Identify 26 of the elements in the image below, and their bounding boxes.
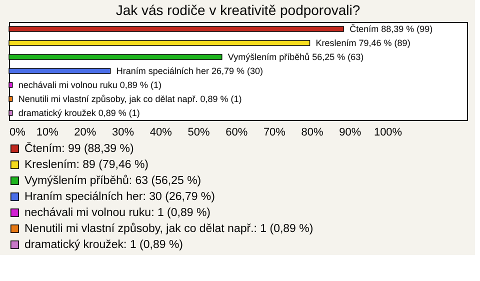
legend-label: Nenutili mi vlastní způsoby, jak co dělat např.: 1 (0,89 %) (24, 222, 314, 235)
legend-label: nechávali mi volnou ruku: 1 (0,89 %) (24, 206, 211, 219)
x-tick-label: 100% (374, 126, 402, 138)
data-label: Hraním speciálních her 26,79 % (30) (116, 66, 263, 76)
legend-label: dramatický kroužek: 1 (0,89 %) (24, 238, 184, 251)
x-tick-label: 20% (74, 126, 96, 138)
chart-title: Jak vás rodiče v kreativitě podporovali? (116, 2, 360, 18)
data-label: nechávali mi volnou ruku 0,89 % (1) (18, 80, 162, 90)
data-label: Čtením 88,39 % (99) (350, 24, 433, 34)
x-tick-label: 0% (10, 126, 26, 138)
legend-label: Kreslením: 89 (79,46 %) (24, 158, 149, 171)
data-label: Kreslením 79,46 % (89) (316, 38, 410, 48)
legend-label: Čtením: 99 (88,39 %) (24, 140, 134, 155)
data-label: Nenutili mi vlastní způsoby, jak co dělat např. 0,89 % (1) (18, 94, 242, 104)
x-tick-label: 80% (301, 126, 324, 138)
x-tick-label: 30% (112, 126, 134, 138)
x-tick-label: 60% (226, 126, 248, 138)
data-label: dramatický kroužek 0,89 % (1) (18, 108, 140, 118)
x-tick-label: 90% (339, 126, 362, 138)
x-tick-label: 40% (150, 126, 172, 138)
x-tick-label: 50% (188, 126, 210, 138)
legend-label: Hraním speciálních her: 30 (26,79 %) (24, 190, 216, 203)
data-label: Vymýšlením příběhů 56,25 % (63) (228, 52, 364, 62)
x-tick-label: 10% (36, 126, 59, 138)
x-tick-label: 70% (263, 126, 286, 138)
legend-label: Vymýšlením příběhů: 63 (56,25 %) (24, 174, 202, 187)
